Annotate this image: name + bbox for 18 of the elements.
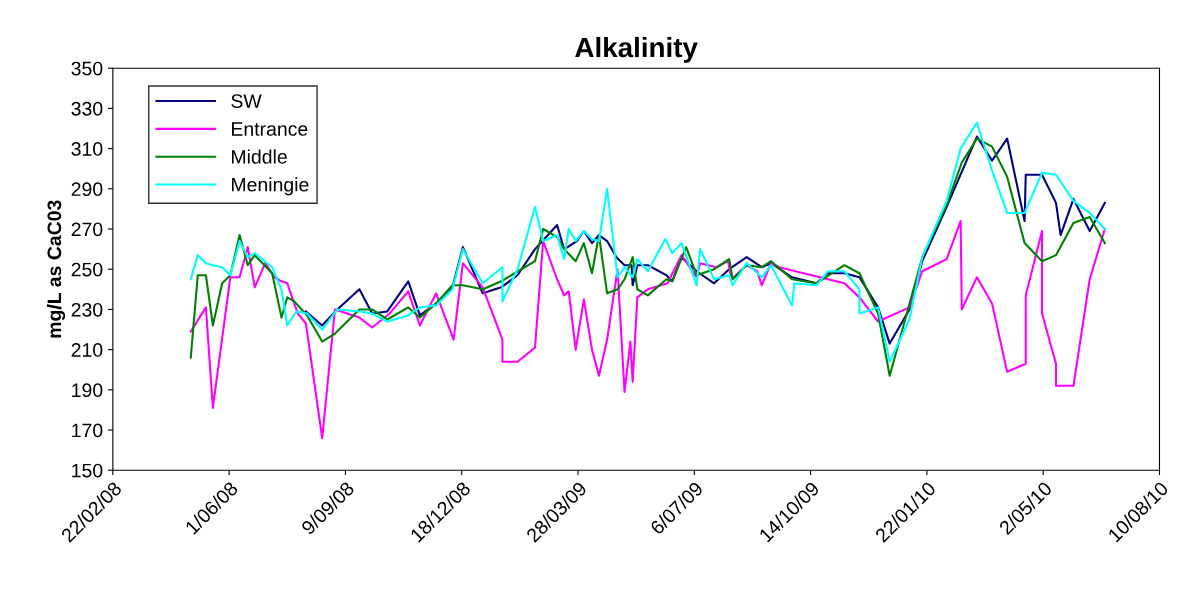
y-tick-label: 190 bbox=[72, 383, 103, 398]
y-tick-label: 210 bbox=[71, 343, 103, 357]
y-tick-label: 170 bbox=[72, 423, 103, 438]
legend-label: Meningie bbox=[232, 177, 309, 196]
y-tick-label: 250 bbox=[71, 262, 103, 277]
y-tick-label: 350 bbox=[71, 61, 103, 76]
y-tick-label: 270 bbox=[71, 222, 103, 237]
y-axis-title: mg/L as CaC03 bbox=[46, 200, 66, 338]
chart-title: Alkalinity bbox=[575, 36, 698, 63]
legend-label: SW bbox=[231, 94, 262, 109]
y-tick-label: 310 bbox=[71, 142, 103, 156]
line-series bbox=[189, 219, 1106, 440]
legend-label: Middle bbox=[232, 149, 287, 164]
y-tick-label: 330 bbox=[71, 101, 103, 116]
y-tick-label: 230 bbox=[71, 302, 103, 317]
y-tick-label: 150 bbox=[72, 463, 103, 478]
legend-label: Entrance bbox=[232, 122, 308, 136]
y-tick-label: 290 bbox=[71, 182, 103, 197]
